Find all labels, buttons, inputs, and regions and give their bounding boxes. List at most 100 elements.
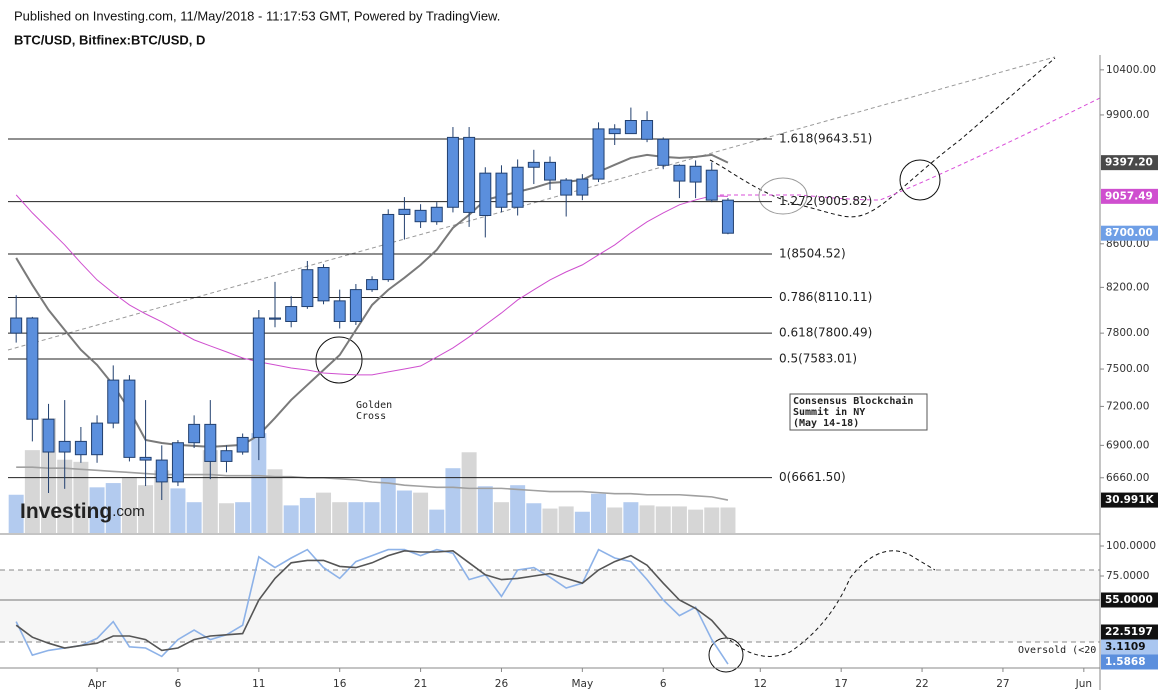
volume-bar (720, 507, 736, 533)
candle-body (42, 418, 55, 453)
logo-main: Investing (20, 500, 112, 523)
volume-bar (348, 502, 364, 533)
volume-bar (73, 461, 89, 533)
stoch-badge (1101, 654, 1158, 670)
logo: Investing.com (20, 500, 145, 523)
volume-bar (639, 505, 655, 533)
y-tick-label: 8600.00 (1106, 238, 1149, 250)
x-tick-label: May (571, 678, 593, 690)
y-tick-label: 6900.00 (1106, 439, 1149, 451)
candle-body (204, 423, 217, 462)
volume-bar (607, 507, 623, 533)
fib-label: 0(6661.50) (779, 470, 846, 484)
volume-bar (413, 492, 429, 533)
volume-bar (445, 468, 461, 533)
candle-body (10, 317, 23, 334)
candle-body (446, 136, 459, 208)
candle-body (91, 422, 104, 456)
candle-body (236, 436, 249, 453)
volume-bar (623, 502, 639, 533)
candle-body (26, 317, 39, 420)
candle-body (366, 279, 379, 291)
volume-bar (24, 450, 40, 533)
fib-label: 1.272(9005.82) (779, 194, 872, 208)
volume-bar (655, 506, 671, 533)
volume-bar (477, 486, 493, 533)
stoch-badge (1101, 639, 1158, 655)
candle-body (544, 161, 556, 181)
circle-oversold (708, 637, 744, 673)
volume-bar (89, 487, 105, 533)
volume-bar (105, 483, 121, 533)
y-tick-label: 7800.00 (1106, 327, 1149, 339)
moving-average (15, 194, 728, 376)
volume-bar (138, 485, 154, 533)
candle-body (624, 120, 637, 135)
circle-golden-cross (315, 336, 363, 384)
volume-ma-line (16, 466, 729, 501)
published-note: Published on Investing.com, 11/May/2018 … (14, 8, 500, 23)
volume-bar (558, 506, 574, 533)
price-badge (1101, 188, 1158, 204)
candle-body (155, 459, 168, 483)
circle-target (899, 159, 941, 201)
volume-bar (154, 470, 170, 533)
circle-fib (758, 177, 808, 215)
volume-bar (396, 490, 412, 533)
event-label: (May 14-18) (793, 418, 859, 429)
candle-body (641, 120, 654, 140)
candle-body (495, 172, 508, 208)
x-tick-label: 22 (915, 678, 928, 690)
stoch-y-tick-label: 100.0000 (1106, 540, 1156, 552)
x-tick-label: 16 (333, 678, 347, 690)
event-box (789, 393, 928, 431)
golden-cross-label: Cross (356, 411, 386, 422)
oversold-label: Oversold (<20 (1018, 645, 1096, 656)
stoch-badge-text: 3.1109 (1105, 641, 1146, 653)
candle-body (527, 161, 540, 168)
volume-bar (170, 488, 186, 533)
volume-bar (591, 493, 607, 533)
candle-body (107, 379, 120, 424)
x-tick-label: 12 (754, 678, 767, 690)
volume-bar (251, 433, 267, 533)
y-tick-label: 8200.00 (1106, 281, 1149, 293)
price-badge-text: 9397.20 (1105, 157, 1153, 169)
fib-label: 0.618(7800.49) (779, 326, 872, 340)
trend-line (7, 56, 1056, 351)
candle-body (123, 379, 136, 458)
candle-body (349, 289, 362, 322)
y-tick-label: 10400.00 (1106, 64, 1156, 76)
x-tick-label: 27 (996, 678, 1009, 690)
candle-body (463, 136, 476, 213)
candle-body (721, 199, 734, 234)
candle-body (592, 128, 605, 180)
stoch-band-fill (0, 570, 1100, 642)
y-tick-label: 9900.00 (1106, 109, 1149, 121)
x-tick-label: 11 (252, 678, 265, 690)
stoch-badge-text: 55.0000 (1105, 594, 1153, 606)
candle-body (220, 450, 233, 462)
x-tick-label: 17 (834, 678, 847, 690)
candle-body (171, 442, 184, 483)
volume-bar (493, 502, 509, 533)
fib-label: 0.5(7583.01) (779, 351, 857, 365)
x-tick-label: 6 (175, 678, 182, 690)
volume-bar (526, 503, 542, 533)
stoch-line (15, 548, 729, 665)
y-tick-label: 6660.00 (1106, 472, 1149, 484)
candle-body (414, 209, 427, 223)
candle-body (285, 306, 298, 322)
price-badge (1101, 225, 1158, 241)
x-tick-label: 26 (495, 678, 509, 690)
volume-bar (461, 452, 477, 533)
volume-bar (542, 508, 558, 533)
stoch-y-tick-label: 75.0000 (1106, 570, 1149, 582)
stoch-badge (1101, 624, 1158, 640)
candle-body (398, 208, 411, 215)
price-badge (1101, 155, 1158, 171)
volume-bar (688, 509, 704, 533)
stoch-badge (1101, 592, 1158, 608)
candle-body (430, 206, 443, 223)
